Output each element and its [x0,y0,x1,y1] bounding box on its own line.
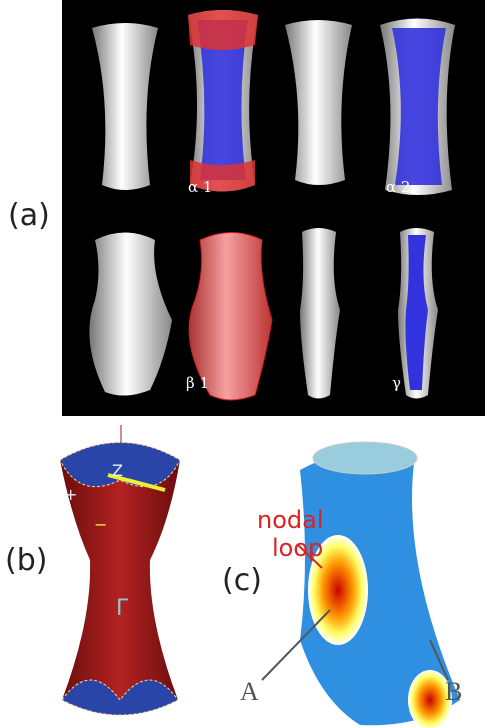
pointer [261,609,331,681]
shape [60,442,180,715]
shape [61,679,179,716]
mark: − [94,515,107,534]
annotation: nodal [257,506,324,534]
mark: Γ [116,596,129,621]
mark: + [64,485,77,504]
point-label: A [240,677,259,706]
pointer [297,544,323,569]
shape [300,228,340,399]
arrow [107,473,166,492]
hot-spot [408,670,452,728]
caption: γ [392,374,401,392]
shape [92,23,158,190]
shape [188,10,258,50]
shape [285,20,352,185]
caption: α 2 [386,178,410,196]
annotation: loop [272,534,323,562]
caption: α 1 [188,178,212,196]
panel-label: (c) [222,563,262,598]
shape [188,232,273,401]
shape [59,442,181,488]
shape [312,441,418,475]
shape [190,160,255,192]
shape [392,28,446,185]
panel-label: (a) [8,198,50,233]
pointer [429,639,449,681]
mark: Z [112,461,123,480]
shape [197,20,248,180]
shape [405,235,428,390]
panel-label: (b) [5,543,47,578]
shape [89,232,172,396]
shape [300,450,460,726]
point-label: B [445,677,462,706]
caption: β 1 [186,374,209,392]
